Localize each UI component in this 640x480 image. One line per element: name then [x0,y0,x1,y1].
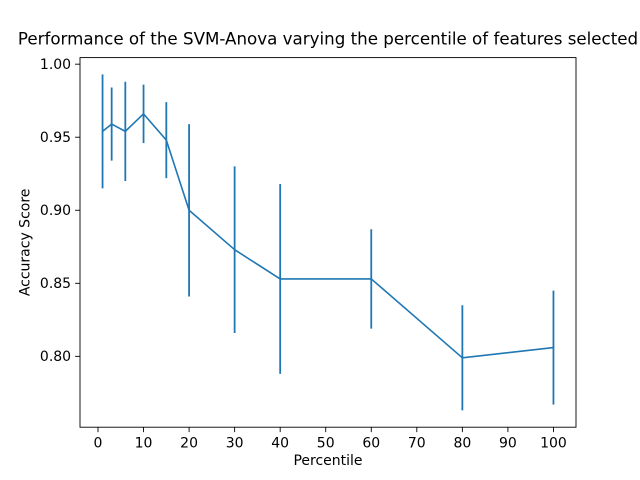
y-tick-label: 0.95 [40,130,71,146]
x-tick-label: 50 [317,436,335,452]
x-tick-label: 30 [226,436,244,452]
x-tick-label: 0 [94,436,103,452]
plot-border [79,57,577,428]
x-tick-label: 40 [271,436,289,452]
x-tick-label: 90 [499,436,517,452]
x-tick-label: 10 [135,436,153,452]
y-tick-label: 1.00 [40,57,71,73]
x-tick-label: 80 [453,436,471,452]
data-line [101,113,555,359]
x-tick-label: 100 [540,436,567,452]
y-axis-label: Accuracy Score [18,189,34,297]
y-tick-label: 0.80 [40,349,71,365]
x-axis-label: Percentile [293,453,362,469]
y-tick-label: 0.85 [40,276,71,292]
axes: 0 10 20 30 40 50 60 70 80 90 100 0.80 0.85 0.90 0.95 1.… [40,57,577,452]
x-tick-label: 60 [362,436,380,452]
x-tick-label: 70 [408,436,426,452]
y-tick-label: 0.90 [40,203,71,219]
chart-title: Performance of the SVM-Anova varying the… [18,29,638,49]
series-accuracy [101,74,555,411]
x-tick-label: 20 [180,436,198,452]
